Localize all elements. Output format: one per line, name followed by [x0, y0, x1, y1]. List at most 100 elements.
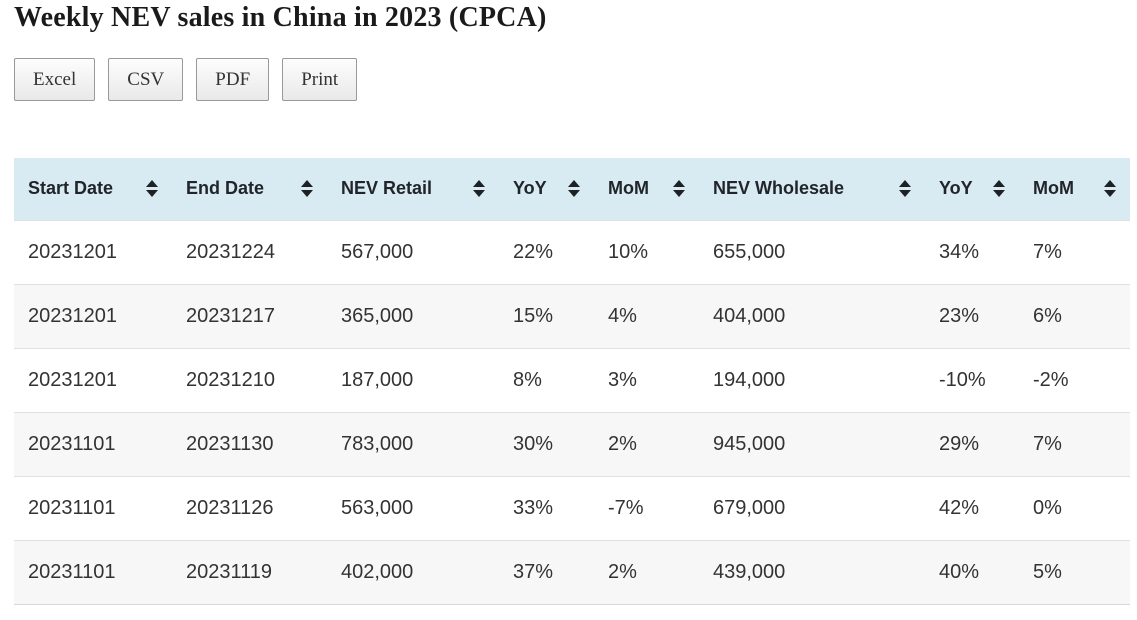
column-header-inner: YoY — [513, 178, 580, 199]
sort-up-icon — [301, 180, 313, 188]
cell-nev-retail: 402,000 — [341, 560, 414, 583]
table-row: 20231201 20231224 567,000 22% 10% 655,000 34% 7… — [14, 220, 1130, 284]
cell-mom-retail: -7% — [608, 496, 644, 519]
cell-mom-retail: 2% — [608, 432, 637, 455]
cell-start-date: 20231201 — [28, 368, 117, 391]
column-header-nev-retail[interactable]: NEV Retail — [327, 158, 499, 220]
cell-yoy-wholesale: 29% — [939, 432, 980, 455]
cell-yoy-retail: 8% — [513, 368, 542, 391]
column-header-end-date[interactable]: End Date — [172, 158, 327, 220]
sort-both-icon — [1104, 180, 1116, 198]
column-label: NEV Wholesale — [713, 178, 845, 199]
cell-nev-wholesale: 655,000 — [713, 240, 786, 263]
column-header-nev-wholesale[interactable]: NEV Wholesale — [699, 158, 925, 220]
sort-down-icon — [1104, 190, 1116, 198]
sort-both-icon — [673, 180, 685, 198]
sort-both-icon — [473, 180, 485, 198]
print-button[interactable]: Print — [282, 58, 358, 101]
cell-mom-wholesale: -2% — [1033, 368, 1069, 391]
cell-nev-retail: 187,000 — [341, 368, 414, 391]
cell-start-date: 20231101 — [28, 496, 116, 519]
sort-up-icon — [673, 180, 685, 188]
cell-nev-retail: 365,000 — [341, 304, 414, 327]
cell-mom-wholesale: 0% — [1033, 496, 1062, 519]
cell-yoy-retail: 15% — [513, 304, 554, 327]
cell-mom-retail: 10% — [608, 240, 649, 263]
column-header-mom-wholesale[interactable]: MoM — [1019, 158, 1130, 220]
sort-up-icon — [568, 180, 580, 188]
nev-sales-table: Start Date End Date NEV Retail YoY MoM NEV Wh… — [14, 158, 1130, 605]
sort-up-icon — [899, 180, 911, 188]
column-header-inner: End Date — [186, 178, 313, 199]
excel-export-button[interactable]: Excel — [14, 58, 96, 101]
sort-down-icon — [899, 190, 911, 198]
column-header-inner: NEV Retail — [341, 178, 485, 199]
cell-end-date: 20231210 — [186, 368, 275, 391]
column-header-inner: MoM — [608, 178, 685, 199]
cell-nev-wholesale: 945,000 — [713, 432, 786, 455]
cell-yoy-wholesale: 34% — [939, 240, 980, 263]
cell-nev-wholesale: 439,000 — [713, 560, 786, 583]
cell-mom-wholesale: 6% — [1033, 304, 1062, 327]
column-header-inner: YoY — [939, 178, 1005, 199]
sort-up-icon — [1104, 180, 1116, 188]
column-label: MoM — [1033, 178, 1074, 199]
column-header-inner: MoM — [1033, 178, 1116, 199]
cell-end-date: 20231119 — [186, 560, 273, 583]
cell-end-date: 20231217 — [186, 304, 275, 327]
sort-down-icon — [568, 190, 580, 198]
column-header-yoy-retail[interactable]: YoY — [499, 158, 594, 220]
cell-nev-wholesale: 404,000 — [713, 304, 786, 327]
table-header-row: Start Date End Date NEV Retail YoY MoM NEV Wh… — [14, 158, 1130, 220]
sort-down-icon — [301, 190, 313, 198]
column-label: End Date — [186, 178, 265, 199]
csv-export-button[interactable]: CSV — [108, 58, 184, 101]
cell-yoy-wholesale: 23% — [939, 304, 980, 327]
sort-down-icon — [993, 190, 1005, 198]
column-label: Start Date — [28, 178, 114, 199]
table-row: 20231201 20231210 187,000 8% 3% 194,000 -10% -2… — [14, 348, 1130, 412]
cell-yoy-wholesale: 40% — [939, 560, 980, 583]
sort-both-icon — [899, 180, 911, 198]
export-toolbar: Excel CSV PDF Print — [14, 58, 1137, 101]
column-label: MoM — [608, 178, 649, 199]
cell-mom-wholesale: 7% — [1033, 432, 1062, 455]
sort-down-icon — [146, 190, 158, 198]
cell-start-date: 20231101 — [28, 432, 116, 455]
cell-yoy-retail: 30% — [513, 432, 554, 455]
cell-start-date: 20231201 — [28, 304, 117, 327]
column-label: NEV Retail — [341, 178, 433, 199]
column-label: YoY — [939, 178, 973, 199]
cell-mom-retail: 3% — [608, 368, 637, 391]
column-header-yoy-wholesale[interactable]: YoY — [925, 158, 1019, 220]
sort-down-icon — [673, 190, 685, 198]
sort-both-icon — [568, 180, 580, 198]
column-header-mom-retail[interactable]: MoM — [594, 158, 699, 220]
cell-start-date: 20231201 — [28, 240, 117, 263]
table-row: 20231201 20231217 365,000 15% 4% 404,000 23% 6% — [14, 284, 1130, 348]
cell-yoy-wholesale: -10% — [939, 368, 986, 391]
table-row: 20231101 20231126 563,000 33% -7% 679,000 42% 0… — [14, 476, 1130, 540]
cell-mom-retail: 4% — [608, 304, 637, 327]
pdf-export-button[interactable]: PDF — [196, 58, 270, 101]
sort-up-icon — [473, 180, 485, 188]
page: Weekly NEV sales in China in 2023 (CPCA)… — [14, 2, 1137, 605]
column-header-start-date[interactable]: Start Date — [14, 158, 172, 220]
sort-both-icon — [993, 180, 1005, 198]
column-label: YoY — [513, 178, 547, 199]
sort-up-icon — [146, 180, 158, 188]
sort-both-icon — [146, 180, 158, 198]
sort-both-icon — [301, 180, 313, 198]
column-header-inner: Start Date — [28, 178, 158, 199]
cell-mom-wholesale: 5% — [1033, 560, 1062, 583]
table-row: 20231101 20231119 402,000 37% 2% 439,000 40% 5% — [14, 540, 1130, 604]
cell-mom-wholesale: 7% — [1033, 240, 1062, 263]
cell-end-date: 20231224 — [186, 240, 275, 263]
column-header-inner: NEV Wholesale — [713, 178, 911, 199]
page-title: Weekly NEV sales in China in 2023 (CPCA) — [14, 2, 547, 33]
cell-nev-wholesale: 194,000 — [713, 368, 786, 391]
cell-yoy-retail: 22% — [513, 240, 554, 263]
cell-nev-retail: 567,000 — [341, 240, 414, 263]
cell-yoy-wholesale: 42% — [939, 496, 980, 519]
cell-mom-retail: 2% — [608, 560, 637, 583]
